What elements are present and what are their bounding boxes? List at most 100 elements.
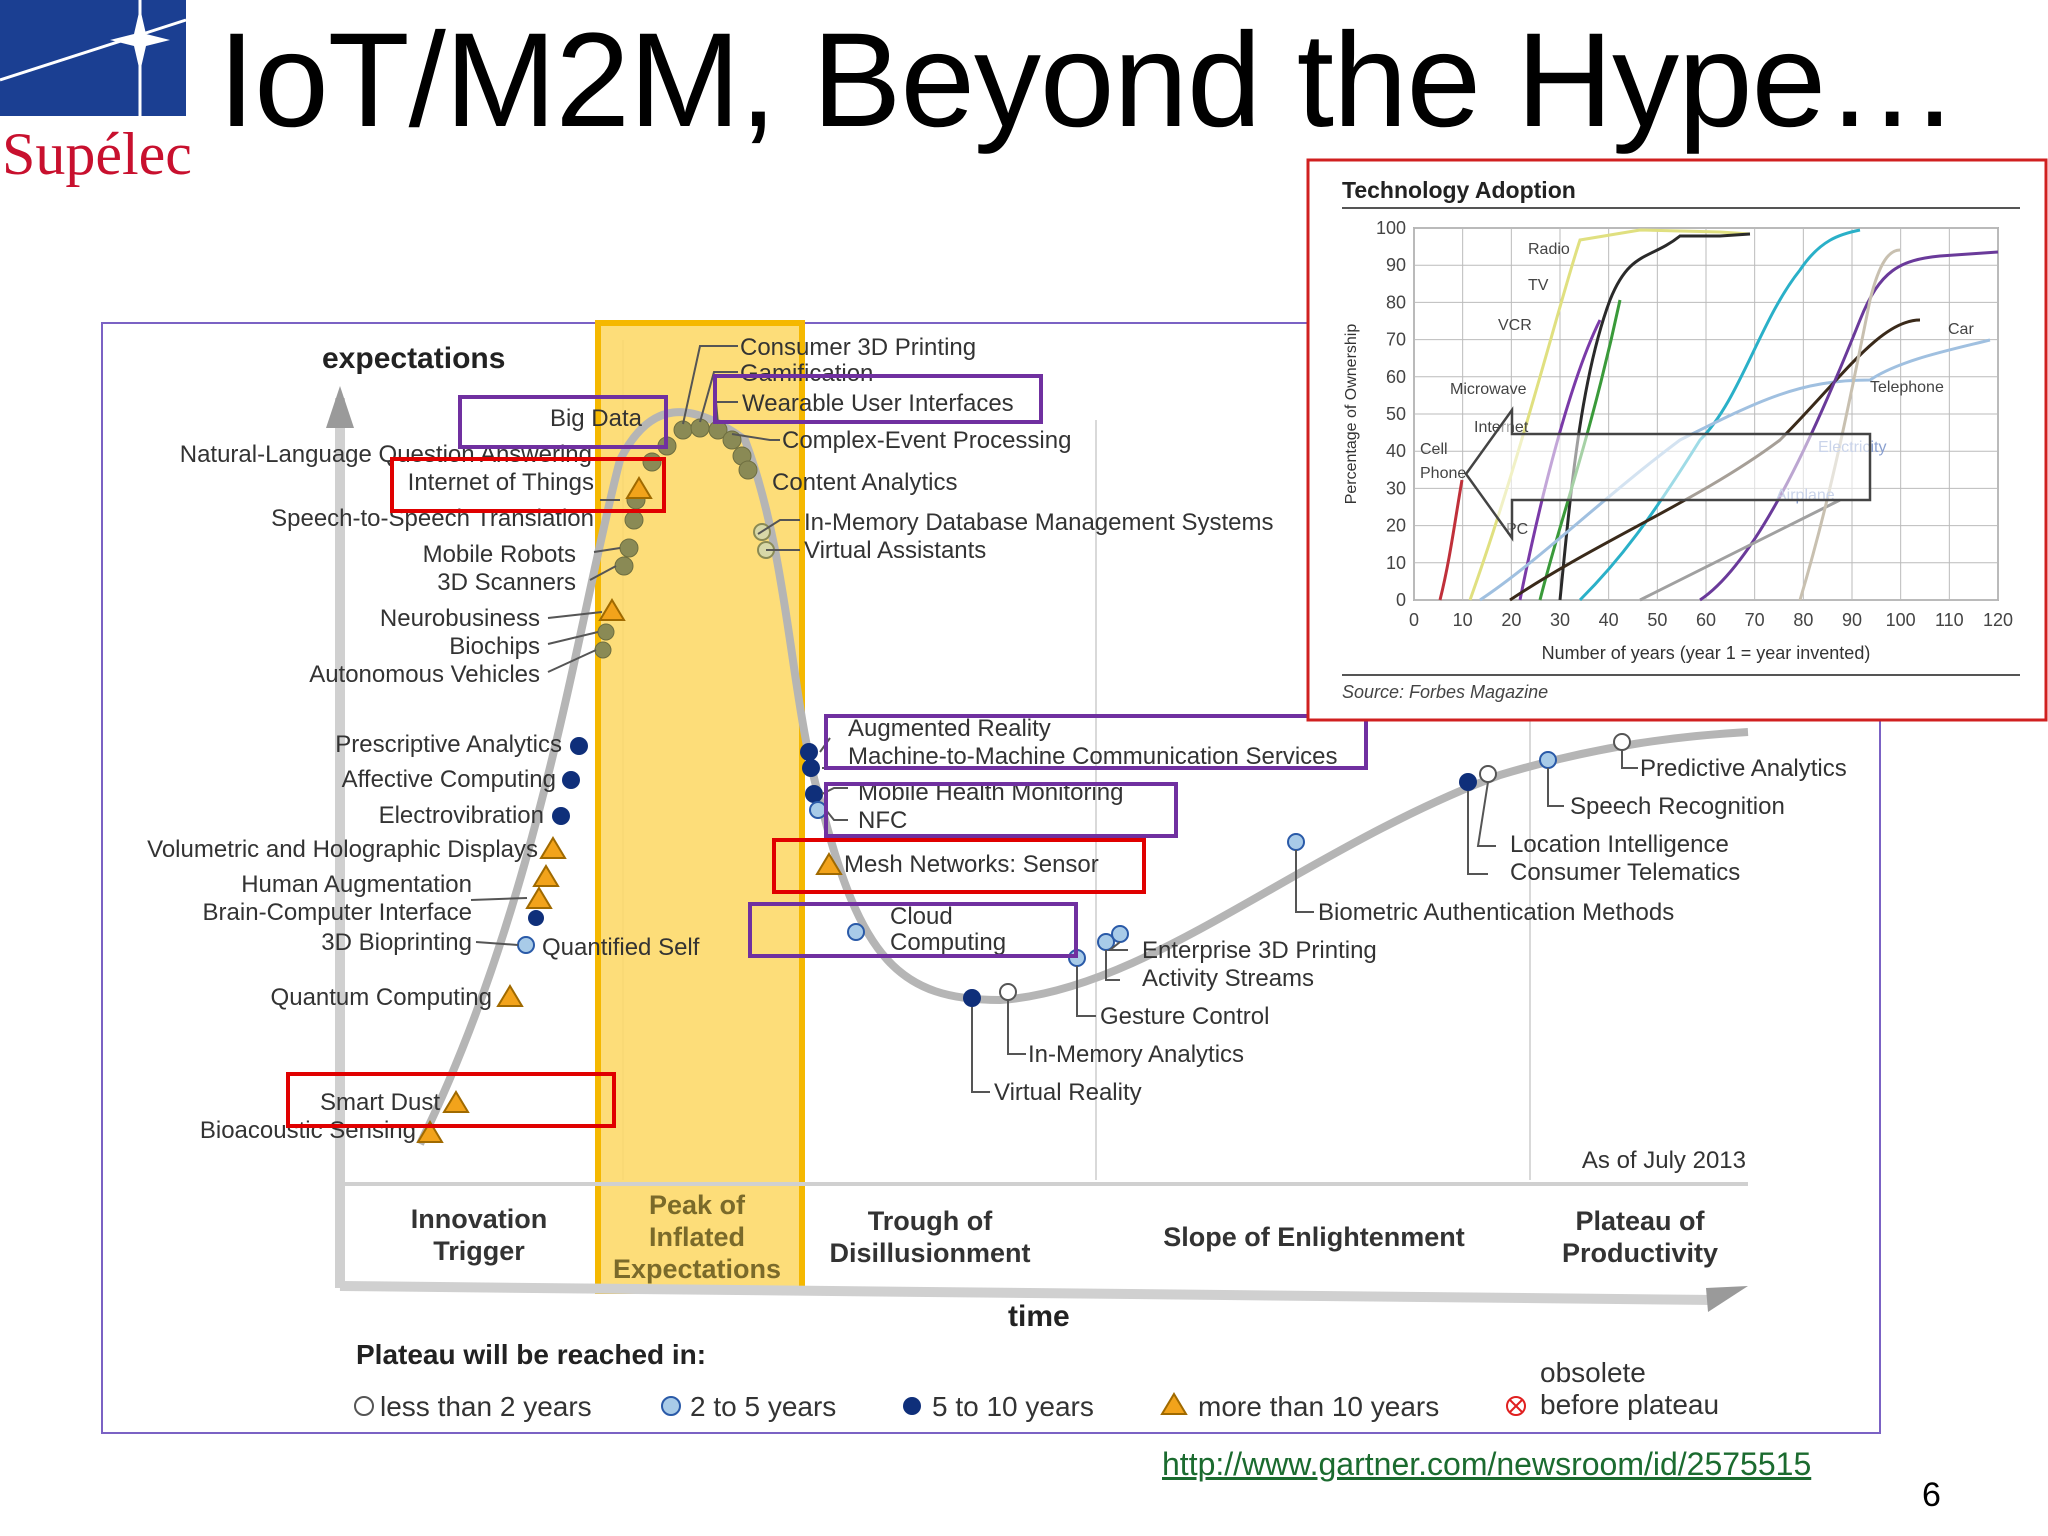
marker-m2m xyxy=(802,759,820,777)
label-big-data: Big Data xyxy=(550,405,643,432)
logo-text: Supélec xyxy=(2,121,192,187)
supelec-logo: Supélec xyxy=(0,0,192,190)
box-iot xyxy=(390,457,666,513)
label-biochips: Biochips xyxy=(449,633,540,660)
label-quantified-self: Quantified Self xyxy=(542,934,700,961)
adoption-x-label: Number of years (year 1 = year invented) xyxy=(1542,643,1871,663)
marker-quantified-self xyxy=(517,936,535,954)
phase-innovation-line1: Innovation xyxy=(411,1204,548,1234)
label-enterprise-3d-printing: Enterprise 3D Printing xyxy=(1142,937,1377,964)
source-link[interactable]: http://www.gartner.com/newsroom/id/25755… xyxy=(1162,1446,1812,1482)
adoption-label-telephone: Telephone xyxy=(1870,379,1944,396)
label-wearable-ui: Wearable User Interfaces xyxy=(742,390,1014,417)
label-gesture-control: Gesture Control xyxy=(1100,1003,1269,1030)
adoption-label-car: Car xyxy=(1948,321,1974,338)
marker-augmented-reality xyxy=(800,743,818,761)
legend-marker-under-2 xyxy=(354,1396,374,1416)
legend-obsolete-line2: before plateau xyxy=(1540,1389,1719,1420)
marker-3d-scanners xyxy=(614,556,634,576)
marker-complex-event xyxy=(722,430,742,450)
marker-iot xyxy=(625,476,653,499)
series-electricity xyxy=(1479,338,1991,602)
marker-cloud-computing xyxy=(847,923,865,941)
adoption-x-tick: 30 xyxy=(1550,610,1570,630)
adoption-x-tick: 10 xyxy=(1453,610,1473,630)
label-mobile-robots: Mobile Robots xyxy=(423,541,576,568)
adoption-x-tick: 50 xyxy=(1647,610,1667,630)
x-axis-label: time xyxy=(1008,1300,1070,1333)
label-consumer-3d-printing: Consumer 3D Printing xyxy=(740,334,976,361)
left-arrow-icon xyxy=(1464,406,1872,542)
label-m2m: Machine-to-Machine Communication Service… xyxy=(848,743,1338,770)
adoption-x-tick: 20 xyxy=(1501,610,1521,630)
label-prescriptive-analytics: Prescriptive Analytics xyxy=(335,731,562,758)
label-content-analytics: Content Analytics xyxy=(772,469,957,496)
phase-peak-line3: Expectations xyxy=(613,1254,781,1284)
box-m2m xyxy=(824,714,1368,770)
marker-predictive-analytics xyxy=(1613,733,1631,751)
x-axis xyxy=(339,1281,1717,1305)
adoption-y-label: Percentage of Ownership xyxy=(1343,324,1360,505)
label-volumetric: Volumetric and Holographic Displays xyxy=(147,836,538,863)
adoption-title: Technology Adoption xyxy=(1342,177,1576,203)
label-virtual-assistants: Virtual Assistants xyxy=(804,537,986,564)
series-airplane xyxy=(1639,498,1841,602)
marker-mobile-health xyxy=(805,785,823,803)
legend-marker-5-10 xyxy=(903,1397,921,1415)
label-autonomous-vehicles: Autonomous Vehicles xyxy=(309,661,540,688)
adoption-y-tick: 10 xyxy=(1386,553,1406,573)
phase-trough-line2: Disillusionment xyxy=(829,1238,1030,1268)
adoption-label-microwave: Microwave xyxy=(1450,381,1527,398)
peak-highlight xyxy=(595,320,805,1294)
adoption-inset: Technology Adoption Source: Forbes Magaz… xyxy=(1306,158,2048,722)
label-computing: Computing xyxy=(890,929,1006,956)
adoption-x-tick: 60 xyxy=(1696,610,1716,630)
phase-peak-line1: Peak of xyxy=(649,1190,746,1220)
label-biometric: Biometric Authentication Methods xyxy=(1318,899,1674,926)
phase-slope: Slope of Enlightenment xyxy=(1163,1222,1465,1252)
legend-obsolete-line1: obsolete xyxy=(1540,1357,1646,1388)
series-telephone xyxy=(1699,250,1999,602)
adoption-label-cell: Cell xyxy=(1420,441,1448,458)
adoption-y-tick: 60 xyxy=(1386,367,1406,387)
marker-neurobusiness xyxy=(598,598,626,621)
label-location-intelligence: Location Intelligence xyxy=(1510,831,1729,858)
legend-marker-2-5 xyxy=(661,1396,681,1416)
marker-prescriptive-analytics xyxy=(570,737,588,755)
marker-content-analytics-b xyxy=(738,460,758,480)
phase-plateau-line2: Productivity xyxy=(1562,1238,1718,1268)
label-predictive-analytics: Predictive Analytics xyxy=(1640,755,1847,782)
adoption-label-tv: TV xyxy=(1528,277,1549,294)
label-cloud: Cloud xyxy=(890,903,953,930)
marker-volumetric xyxy=(539,836,567,859)
box-big-data xyxy=(458,395,668,449)
label-consumer-telematics: Consumer Telematics xyxy=(1510,859,1740,886)
adoption-y-tick: 0 xyxy=(1396,590,1406,610)
adoption-x-tick: 40 xyxy=(1599,610,1619,630)
label-speech-recognition: Speech Recognition xyxy=(1570,793,1785,820)
label-human-augmentation: Human Augmentation xyxy=(241,871,472,898)
box-cloud xyxy=(748,902,1078,958)
box-mobile-health xyxy=(824,782,1178,838)
adoption-y-tick: 70 xyxy=(1386,330,1406,350)
label-affective-computing: Affective Computing xyxy=(342,766,556,793)
y-axis-label: expectations xyxy=(322,342,505,375)
phase-plateau-line1: Plateau of xyxy=(1575,1206,1705,1236)
label-gamification: Gamification xyxy=(740,360,873,387)
label-smart-dust: Smart Dust xyxy=(320,1089,440,1116)
marker-speech-recognition xyxy=(1539,751,1557,769)
x-axis-arrow-icon xyxy=(1706,1286,1748,1312)
y-axis-arrow-icon xyxy=(326,386,354,428)
label-bci: Brain-Computer Interface xyxy=(203,899,472,926)
label-neurobusiness: Neurobusiness xyxy=(380,605,540,632)
box-smart-dust xyxy=(286,1072,616,1128)
box-wearable-ui xyxy=(713,374,1043,424)
adoption-y-tick: 30 xyxy=(1386,478,1406,498)
series-radio xyxy=(1468,228,1751,601)
adoption-y-tick: 100 xyxy=(1376,218,1406,238)
adoption-label-phone: Phone xyxy=(1420,465,1466,482)
adoption-y-tick: 40 xyxy=(1386,441,1406,461)
marker-nlqa xyxy=(642,452,662,472)
label-in-memory-dbms: In-Memory Database Management Systems xyxy=(804,509,1274,536)
